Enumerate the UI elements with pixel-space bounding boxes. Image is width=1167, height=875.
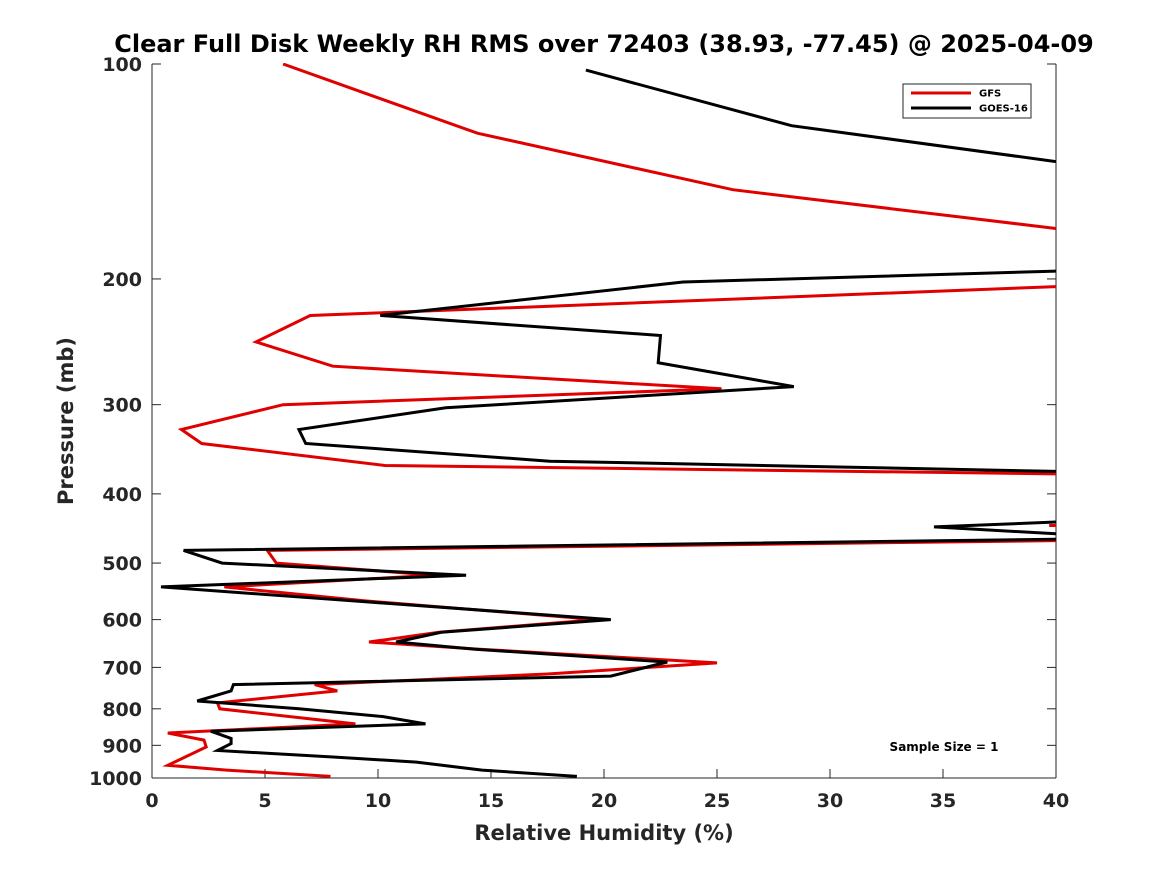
series-line-gfs [162,63,1056,778]
y-tick-label: 400 [102,484,142,506]
x-tick-label: 25 [704,790,730,812]
x-tick-label: 40 [1043,790,1069,812]
x-tick-label: 20 [591,790,617,812]
legend-label-gfs: GFS [979,89,1001,100]
y-tick-label: 100 [102,54,142,76]
y-tick-label: 200 [102,269,142,291]
y-tick-label: 300 [102,395,142,417]
x-tick-label: 5 [258,790,271,812]
series-lines [160,63,1056,778]
x-tick-label: 30 [817,790,843,812]
series-line-goes-16 [160,68,1056,778]
plot-area: 0 5 10 15 20 25 30 35 40 100 200 300 400 500 600 700 800… [89,54,1069,812]
legend-box [902,83,1032,119]
x-tick-label: 0 [145,790,158,812]
x-tick-label: 35 [930,790,956,812]
legend-label-goes-16: GOES-16 [979,104,1028,115]
x-tick-label: 10 [365,790,391,812]
y-tick-label: 500 [102,553,142,575]
y-axis-label: Pressure (mb) [54,337,78,505]
chart-title: Clear Full Disk Weekly RH RMS over 72403… [114,30,1094,58]
legend: GFS GOES-16 [902,83,1032,119]
y-tick-label: 700 [102,657,142,679]
y-tick-label: 900 [102,735,142,757]
x-tick-label: 15 [478,790,504,812]
sample-size-annotation: Sample Size = 1 [890,740,999,754]
y-tick-label: 1000 [89,768,142,790]
y-tick-label: 800 [102,699,142,721]
y-tick-label: 600 [102,610,142,632]
x-axis-label: Relative Humidity (%) [474,821,733,845]
